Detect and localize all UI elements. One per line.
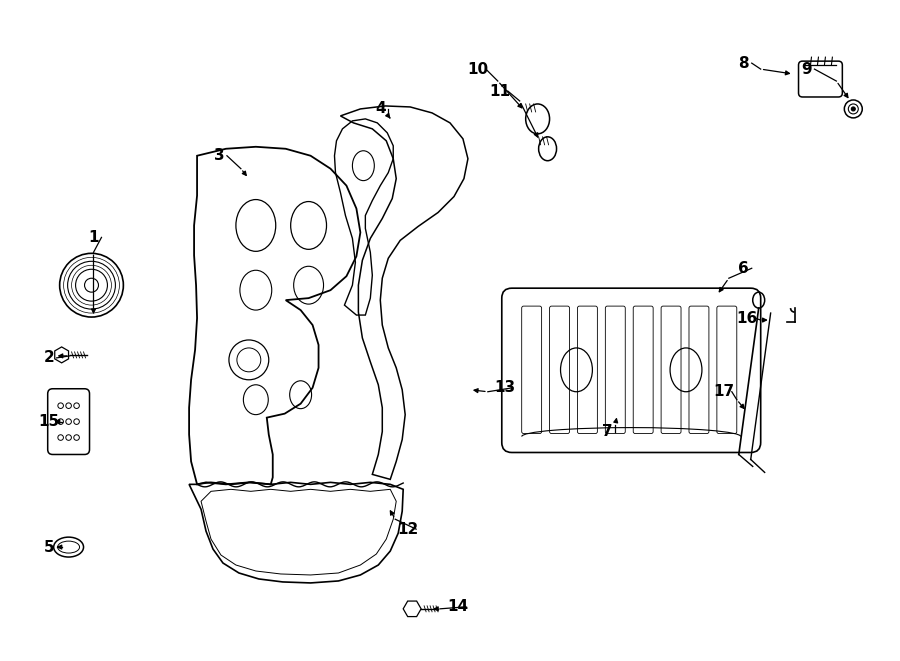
Text: 9: 9 — [801, 61, 812, 77]
Text: 6: 6 — [738, 260, 749, 276]
Text: 4: 4 — [375, 101, 385, 116]
Text: 5: 5 — [43, 539, 54, 555]
Text: 10: 10 — [467, 61, 489, 77]
Text: 12: 12 — [398, 522, 418, 537]
Text: 1: 1 — [88, 230, 99, 245]
Text: 2: 2 — [43, 350, 54, 366]
Circle shape — [851, 107, 855, 111]
Text: 15: 15 — [38, 414, 59, 429]
Text: 13: 13 — [494, 380, 516, 395]
Text: 7: 7 — [602, 424, 613, 439]
Text: 16: 16 — [736, 311, 758, 326]
Text: 17: 17 — [714, 384, 734, 399]
Text: 8: 8 — [738, 56, 749, 71]
Text: 14: 14 — [447, 600, 469, 614]
Text: 3: 3 — [213, 148, 224, 163]
Text: 11: 11 — [490, 83, 510, 98]
